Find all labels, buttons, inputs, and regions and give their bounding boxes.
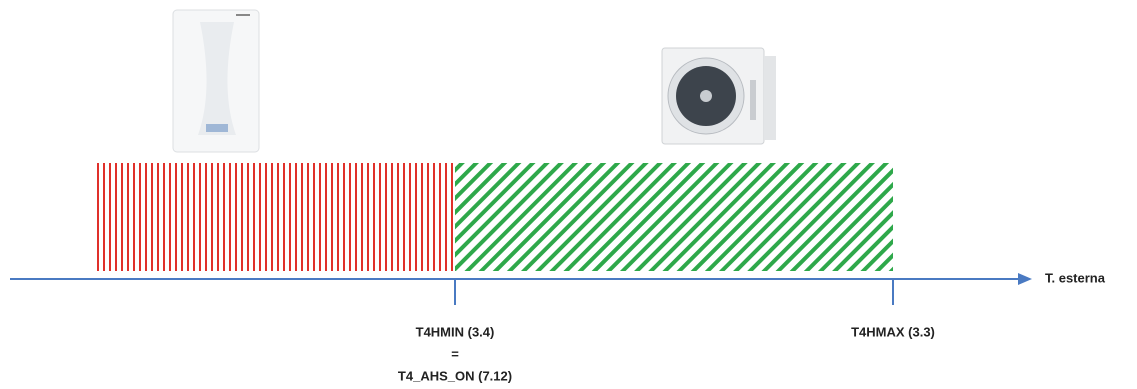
backup-zone [93, 163, 455, 271]
axis-label: T. esterna [1045, 270, 1106, 285]
axis-arrow [1018, 273, 1032, 285]
heat-pump-zone [455, 163, 893, 271]
marker-label: = [451, 346, 459, 361]
marker-label: T4HMIN (3.4) [416, 324, 495, 339]
marker-label: T4HMAX (3.3) [851, 324, 935, 339]
diagram: T. esterna T4HMIN (3.4) = T4_AHS_ON (7.1… [0, 0, 1137, 389]
marker-label: T4_AHS_ON (7.12) [398, 368, 512, 383]
outdoor-unit-illustration [662, 48, 776, 144]
boiler-illustration [173, 10, 259, 152]
